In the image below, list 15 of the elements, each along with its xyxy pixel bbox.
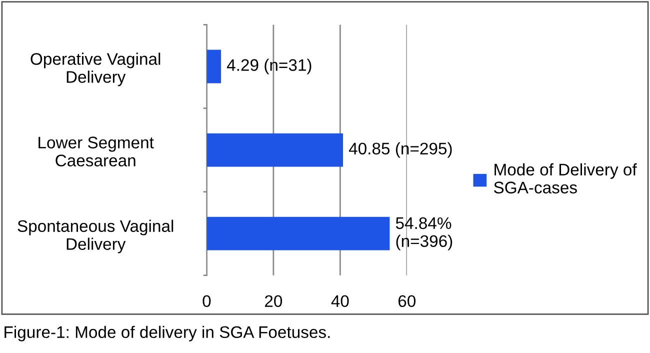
data-label: 4.29 (n=31)	[226, 58, 312, 74]
x-tick-label: 40	[331, 295, 349, 308]
y-tick-label: Lower Segment Caesarean	[38, 136, 154, 166]
bar	[206, 50, 222, 84]
x-tick-label: 0	[202, 295, 211, 308]
x-tick-label: 20	[265, 295, 282, 308]
x-tick-label: 60	[398, 295, 416, 308]
data-label: 40.85 (n=295)	[348, 142, 452, 158]
y-tick-label: Operative Vaginal Delivery	[30, 52, 160, 86]
bar	[206, 216, 390, 250]
text: Figure-1: Mode of delivery in SGA Foetuses.	[4, 326, 330, 342]
y-tick-label: Spontaneous Vaginal Delivery	[18, 220, 174, 254]
data-label: 54.84% (n=396)	[396, 217, 452, 250]
bar	[206, 133, 344, 167]
legend-label: Mode of Delivery of SGA-cases	[494, 163, 637, 194]
